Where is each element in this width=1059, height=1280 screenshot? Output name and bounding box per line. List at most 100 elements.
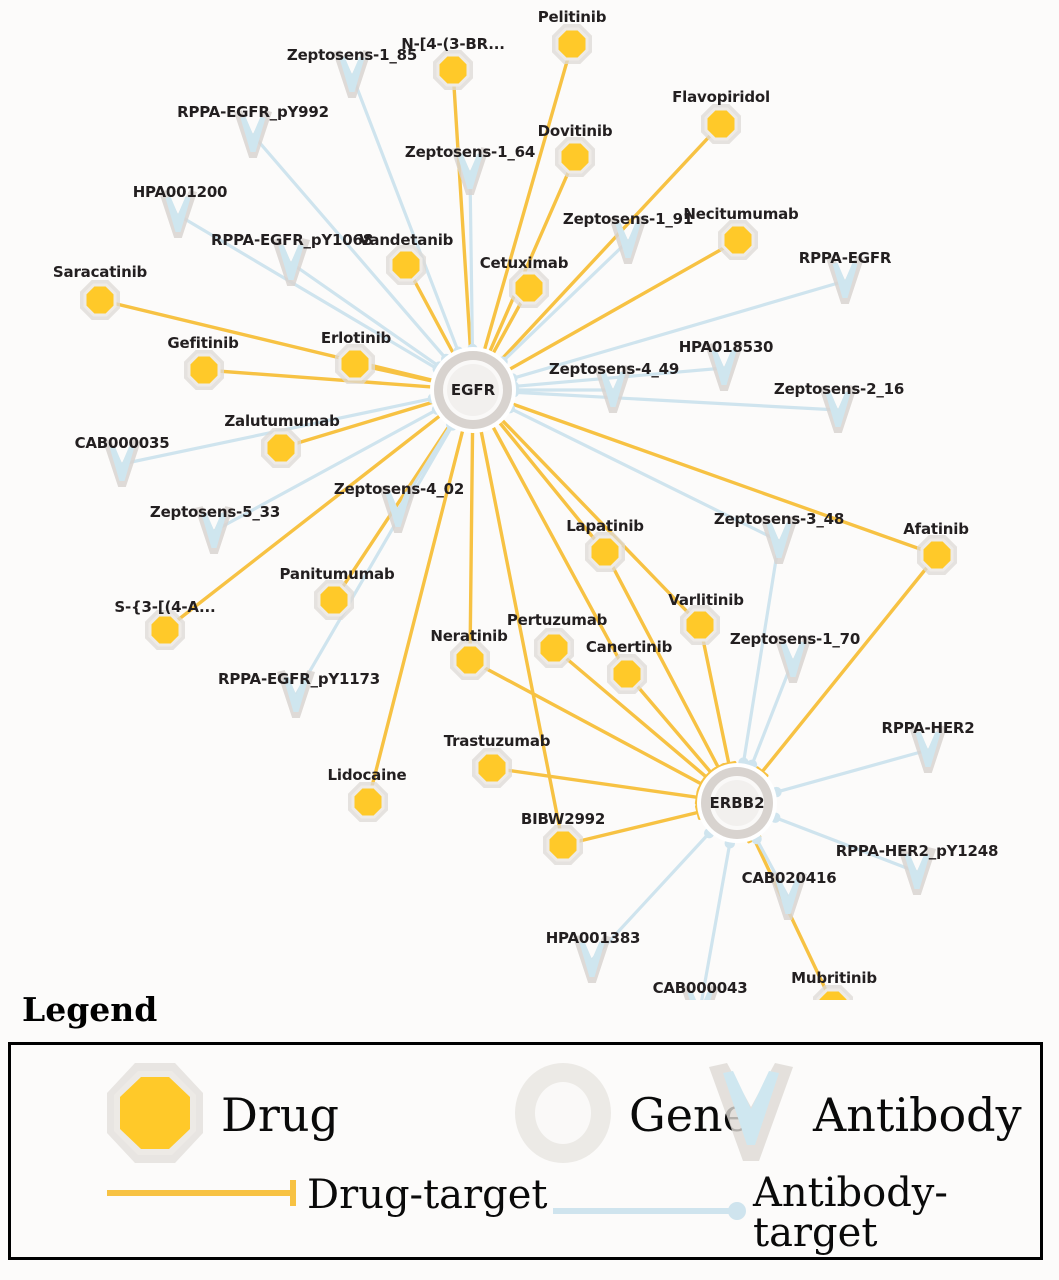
- antibody-target-edge: [590, 831, 711, 962]
- drug-octagon-icon: [392, 251, 420, 279]
- drug-target-edge-tee-marker: [697, 777, 707, 792]
- drug-node[interactable]: [386, 245, 426, 285]
- drug-node[interactable]: [348, 782, 388, 822]
- antibody-node[interactable]: [898, 847, 936, 895]
- gene-node[interactable]: [430, 347, 516, 433]
- drug-target-edge-tee-marker: [695, 804, 702, 820]
- drug-octagon-icon: [923, 541, 951, 569]
- antibody-node[interactable]: [451, 147, 489, 195]
- gene-node[interactable]: [697, 763, 777, 843]
- antibody-node[interactable]: [159, 190, 197, 238]
- drug-node[interactable]: [534, 628, 574, 668]
- drug-target-edge: [487, 155, 577, 356]
- drug-octagon-icon: [267, 434, 295, 462]
- antibody-chevron-icon: [109, 445, 135, 481]
- drug-node[interactable]: [917, 535, 957, 575]
- drug-target-edge: [698, 623, 731, 766]
- drug-octagon-icon: [354, 788, 382, 816]
- antibody-node[interactable]: [705, 343, 743, 391]
- antibody-node[interactable]: [333, 50, 371, 98]
- legend-label-drug-target: Drug-target: [307, 1172, 548, 1218]
- antibody-target-edge-icon: [549, 1191, 749, 1235]
- drug-node[interactable]: [145, 610, 185, 650]
- drug-octagon-icon: [456, 646, 484, 674]
- antibody-target-edge: [508, 406, 781, 543]
- antibody-node[interactable]: [826, 256, 864, 304]
- antibody-target-edge: [294, 423, 455, 697]
- drug-node[interactable]: [585, 532, 625, 572]
- drug-node[interactable]: [718, 220, 758, 260]
- drug-node[interactable]: [450, 640, 490, 680]
- legend-box: Drug Gene: [8, 1042, 1043, 1260]
- legend-label-drug: Drug: [221, 1088, 339, 1142]
- legend-item-gene: Gene: [511, 1059, 750, 1171]
- drug-target-edge: [506, 238, 740, 372]
- drug-node[interactable]: [552, 24, 592, 64]
- antibody-chevron-icon: [457, 153, 483, 189]
- drug-target-edge: [468, 428, 475, 662]
- antibody-node[interactable]: [573, 935, 611, 983]
- antibody-chevron-icon: [915, 731, 941, 767]
- node-layer: [80, 24, 957, 1000]
- antibody-target-edge: [289, 261, 441, 369]
- drug-octagon-icon: [151, 616, 179, 644]
- legend-node-row: Drug Gene: [11, 1059, 1040, 1169]
- drug-node[interactable]: [433, 50, 473, 90]
- drug-target-edge: [468, 658, 704, 786]
- antibody-node[interactable]: [277, 670, 315, 718]
- drug-node[interactable]: [680, 605, 720, 645]
- antibody-node[interactable]: [681, 985, 719, 1000]
- drug-node[interactable]: [335, 344, 375, 384]
- drug-node[interactable]: [472, 748, 512, 788]
- antibody-node[interactable]: [103, 439, 141, 487]
- antibody-node[interactable]: [594, 365, 632, 413]
- antibody-chevron-icon: [780, 641, 806, 677]
- drug-node[interactable]: [813, 985, 853, 1000]
- drug-target-edge: [496, 419, 607, 554]
- antibody-node[interactable]: [769, 872, 807, 920]
- drug-node[interactable]: [543, 825, 583, 865]
- drug-octagon-icon: [320, 586, 348, 614]
- antibody-node[interactable]: [760, 516, 798, 564]
- antibody-node[interactable]: [819, 385, 857, 433]
- drug-octagon-icon: [686, 611, 714, 639]
- antibody-target-edge: [773, 816, 919, 874]
- drug-node[interactable]: [607, 654, 647, 694]
- drug-target-edge: [490, 766, 700, 800]
- antibody-node[interactable]: [609, 216, 647, 264]
- antibody-node[interactable]: [234, 110, 272, 158]
- drug-target-edge-icon: [103, 1173, 303, 1217]
- drug-node[interactable]: [509, 268, 549, 308]
- drug-target-edge: [625, 672, 713, 775]
- graph-svg: [80, 24, 957, 1000]
- drug-octagon-icon: [591, 538, 619, 566]
- antibody-node[interactable]: [909, 725, 947, 773]
- legend-item-drug: Drug: [103, 1059, 339, 1171]
- drug-node[interactable]: [555, 137, 595, 177]
- drug-octagon-icon: [549, 831, 577, 859]
- antibody-node[interactable]: [195, 506, 233, 554]
- network-graph-canvas[interactable]: Zeptosens-1_85 RPPA-EGFR_pY992 Zeptosens-1…: [0, 0, 1059, 1000]
- drug-octagon-icon: [190, 356, 218, 384]
- drug-target-edge: [760, 553, 939, 774]
- drug-node[interactable]: [701, 104, 741, 144]
- drug-target-edge: [752, 837, 833, 1000]
- drug-node[interactable]: [184, 350, 224, 390]
- legend-title: Legend: [22, 990, 158, 1029]
- antibody-node[interactable]: [379, 485, 417, 533]
- gene-fill: [714, 780, 760, 826]
- drug-node[interactable]: [80, 280, 120, 320]
- antibody-node[interactable]: [272, 238, 310, 286]
- antibody-chevron-icon: [904, 853, 930, 889]
- antibody-chevron-icon: [579, 941, 605, 977]
- drug-octagon-icon: [439, 56, 467, 84]
- legend-item-antibody-target: Antibody-target: [549, 1173, 1040, 1253]
- antibody-target-edge: [500, 239, 630, 364]
- drug-octagon-icon: [819, 991, 847, 1000]
- drug-octagon-icon: [707, 110, 735, 138]
- antibody-node[interactable]: [774, 635, 812, 683]
- drug-node[interactable]: [314, 580, 354, 620]
- drug-node[interactable]: [261, 428, 301, 468]
- antibody-chevron-icon: [278, 244, 304, 280]
